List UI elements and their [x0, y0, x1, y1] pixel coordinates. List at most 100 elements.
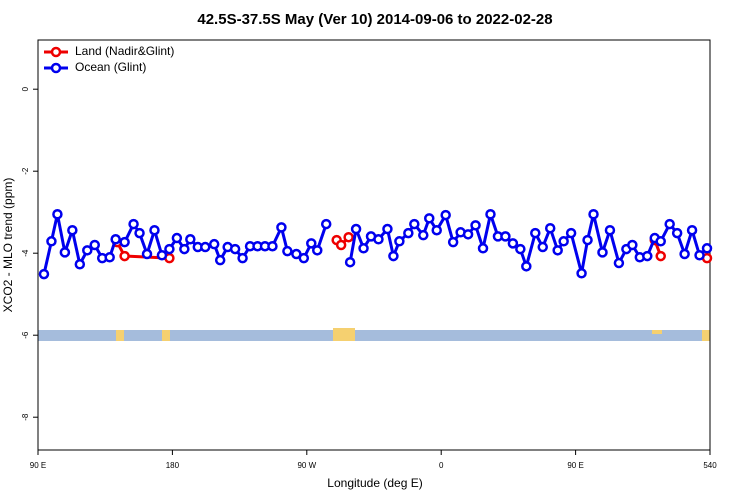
- land-patch: [116, 330, 124, 341]
- series-line: [42, 212, 709, 275]
- y-tick-label: -6: [21, 331, 30, 339]
- data-point: [701, 243, 713, 254]
- data-point: [373, 234, 384, 245]
- data-point: [588, 209, 599, 220]
- x-tick-label: 180: [166, 461, 180, 470]
- data-point: [298, 252, 310, 264]
- data-point: [462, 229, 474, 240]
- y-tick-label: -2: [21, 167, 30, 175]
- data-point: [320, 218, 332, 230]
- data-point: [544, 222, 556, 234]
- data-point: [59, 247, 71, 258]
- data-point: [558, 236, 569, 247]
- data-point: [276, 222, 287, 233]
- data-point: [164, 243, 175, 255]
- data-point: [394, 236, 405, 247]
- data-point: [409, 218, 420, 230]
- data-point: [306, 238, 317, 249]
- data-point: [431, 224, 442, 236]
- x-axis-label: Longitude (deg E): [327, 476, 422, 490]
- data-point: [179, 243, 190, 255]
- data-point: [521, 261, 532, 272]
- data-point: [134, 227, 145, 239]
- data-point: [655, 250, 666, 262]
- data-point: [507, 238, 519, 249]
- data-point: [485, 209, 496, 220]
- data-point: [237, 252, 248, 264]
- data-point: [388, 250, 399, 262]
- data-point: [440, 209, 451, 221]
- data-point: [208, 238, 220, 250]
- data-point: [128, 218, 139, 230]
- data-point: [214, 254, 226, 266]
- x-tick-label: 0: [439, 461, 444, 470]
- land-patch: [333, 328, 355, 341]
- legend-marker: [50, 62, 62, 74]
- data-point: [110, 234, 121, 245]
- data-point: [350, 223, 362, 235]
- data-point: [671, 227, 683, 239]
- data-point: [312, 245, 323, 256]
- data-point: [291, 248, 302, 260]
- land-patch: [702, 330, 710, 341]
- y-tick-label: 0: [21, 86, 30, 91]
- data-point: [141, 248, 153, 260]
- data-point: [530, 227, 541, 239]
- data-point: [694, 250, 705, 261]
- data-point: [424, 213, 435, 224]
- data-point: [576, 268, 587, 279]
- data-point: [82, 245, 93, 256]
- data-point: [537, 241, 548, 253]
- data-point: [403, 227, 414, 239]
- y-tick-label: -4: [21, 249, 30, 257]
- data-point: [664, 218, 675, 230]
- data-point: [597, 247, 608, 258]
- data-point: [613, 257, 625, 269]
- data-point: [447, 236, 459, 248]
- data-point: [52, 209, 63, 220]
- data-point: [565, 227, 577, 239]
- data-point: [642, 250, 653, 262]
- legend-label: Land (Nadir&Glint): [75, 44, 174, 58]
- data-point: [171, 232, 183, 244]
- data-point: [119, 250, 130, 262]
- data-point: [46, 236, 57, 247]
- data-point: [185, 234, 196, 245]
- legend-marker: [50, 46, 62, 58]
- data-point: [515, 243, 526, 255]
- data-point: [156, 250, 168, 261]
- data-point: [500, 231, 511, 242]
- data-point: [200, 241, 211, 253]
- data-point: [582, 234, 593, 246]
- x-tick-label: 90 E: [30, 461, 46, 470]
- land-patch: [162, 330, 170, 341]
- data-point: [229, 243, 241, 255]
- land-patch: [652, 330, 662, 334]
- data-point: [470, 220, 481, 231]
- data-point: [74, 259, 86, 270]
- data-point: [686, 224, 698, 236]
- ocean-band: [38, 330, 710, 341]
- data-point: [119, 236, 130, 248]
- data-point: [89, 239, 100, 251]
- data-point: [104, 252, 115, 263]
- data-point: [267, 240, 278, 252]
- data-point: [282, 245, 293, 257]
- plot-frame: [37, 39, 711, 451]
- data-point: [343, 231, 354, 243]
- data-point: [344, 256, 356, 268]
- data-point: [382, 223, 393, 235]
- x-tick-label: 540: [703, 461, 717, 470]
- data-point: [358, 243, 369, 254]
- y-axis-label: XCO2 - MLO trend (ppm): [1, 178, 15, 313]
- data-point: [552, 245, 563, 256]
- y-tick-label: -8: [21, 413, 30, 421]
- data-point: [67, 224, 78, 236]
- data-point: [335, 239, 347, 251]
- data-point: [477, 243, 489, 254]
- x-tick-label: 90 E: [567, 461, 583, 470]
- mask-band: [38, 328, 710, 341]
- data-point: [149, 224, 160, 236]
- data-point: [604, 224, 616, 236]
